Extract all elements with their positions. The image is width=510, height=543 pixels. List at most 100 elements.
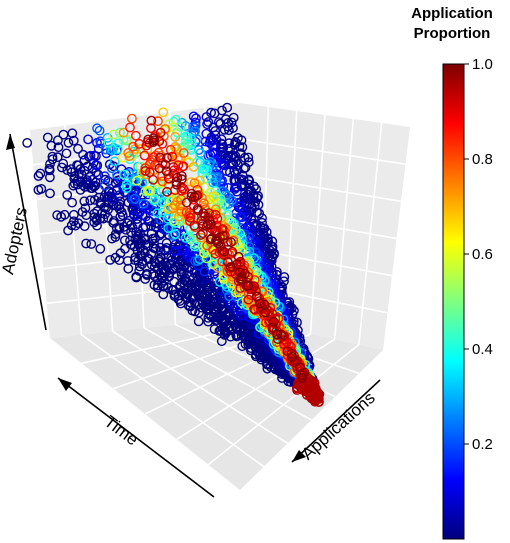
data-point xyxy=(143,185,154,196)
data-point xyxy=(193,283,204,293)
data-point xyxy=(185,210,196,221)
time-axis-arrow xyxy=(57,377,215,498)
data-point xyxy=(123,263,134,274)
data-point xyxy=(172,153,183,164)
data-point xyxy=(165,144,176,155)
data-point xyxy=(203,316,214,327)
data-point xyxy=(157,176,168,187)
data-point xyxy=(67,197,78,208)
data-point xyxy=(243,294,254,305)
data-point xyxy=(130,130,141,141)
applications-axis-arrow xyxy=(291,379,381,463)
data-point xyxy=(132,175,142,186)
data-point xyxy=(130,206,141,217)
data-point xyxy=(131,227,142,238)
axis-arrows xyxy=(6,133,381,498)
data-point xyxy=(181,197,192,208)
data-point xyxy=(243,157,254,168)
data-point xyxy=(140,239,151,250)
data-point xyxy=(309,381,319,392)
data-point xyxy=(86,239,97,249)
data-point xyxy=(223,125,234,136)
data-point xyxy=(93,143,104,154)
data-point xyxy=(276,329,286,340)
data-point xyxy=(294,362,305,373)
data-point xyxy=(87,174,98,185)
data-point xyxy=(178,161,189,172)
data-point xyxy=(160,244,170,255)
data-point xyxy=(222,102,233,113)
data-point xyxy=(186,188,197,199)
data-point xyxy=(46,140,57,151)
data-point xyxy=(85,195,96,206)
data-point xyxy=(176,174,187,185)
colorbar-tick-label: 1.0 xyxy=(472,56,493,73)
data-point xyxy=(148,152,159,162)
data-point xyxy=(140,234,151,245)
data-point xyxy=(146,115,157,126)
adopters-arrowhead xyxy=(6,134,15,150)
data-point xyxy=(251,291,262,302)
data-point xyxy=(96,138,106,149)
data-point xyxy=(171,143,182,154)
data-point xyxy=(170,217,181,228)
data-point xyxy=(99,171,110,182)
data-point xyxy=(183,277,194,288)
data-point xyxy=(129,210,140,221)
data-point xyxy=(220,310,231,321)
data-point xyxy=(171,179,182,190)
data-point xyxy=(162,186,172,197)
colorbar-title-line-2: Proportion xyxy=(414,25,491,42)
data-point xyxy=(95,213,106,224)
data-point xyxy=(224,138,235,149)
data-point xyxy=(235,212,246,222)
colorbar: Application Proportion 0.2 0.4 0.6 0.8 1.0 xyxy=(411,5,493,540)
data-point xyxy=(188,111,199,122)
data-point xyxy=(36,183,47,194)
data-point xyxy=(105,144,116,155)
data-point xyxy=(90,160,101,171)
data-point xyxy=(217,256,228,267)
data-point xyxy=(107,194,118,205)
data-point xyxy=(146,259,157,270)
data-point xyxy=(98,213,109,224)
data-point xyxy=(176,171,187,181)
data-point xyxy=(140,165,151,176)
data-point xyxy=(73,160,84,171)
data-point xyxy=(113,138,124,149)
data-point xyxy=(152,208,163,219)
data-point xyxy=(129,193,140,204)
time-arrowhead xyxy=(58,378,72,391)
data-point xyxy=(73,143,83,154)
data-point xyxy=(45,172,55,183)
data-point xyxy=(234,267,245,278)
data-point xyxy=(194,175,205,186)
data-point xyxy=(61,148,72,159)
data-point xyxy=(109,156,120,167)
data-point xyxy=(103,204,113,215)
data-point xyxy=(200,301,211,312)
data-point xyxy=(160,257,171,268)
data-point xyxy=(190,256,201,266)
data-point xyxy=(168,203,178,214)
data-point xyxy=(202,119,213,130)
data-point xyxy=(134,138,145,149)
data-point xyxy=(230,182,241,193)
data-point xyxy=(146,123,156,134)
colorbar-tick-label: 0.6 xyxy=(472,246,493,263)
data-point xyxy=(81,238,92,249)
data-point xyxy=(108,129,119,140)
data-point xyxy=(223,143,234,154)
data-point xyxy=(154,136,165,147)
data-point xyxy=(168,116,179,127)
data-point xyxy=(94,125,105,136)
data-point xyxy=(144,167,155,178)
data-point xyxy=(155,152,166,163)
data-point xyxy=(252,252,263,263)
grid-line xyxy=(358,122,383,345)
data-point xyxy=(175,122,186,132)
colorbar-title-line-1: Application xyxy=(411,5,493,22)
data-point xyxy=(165,258,176,269)
data-point xyxy=(123,148,134,158)
data-point xyxy=(154,255,165,265)
